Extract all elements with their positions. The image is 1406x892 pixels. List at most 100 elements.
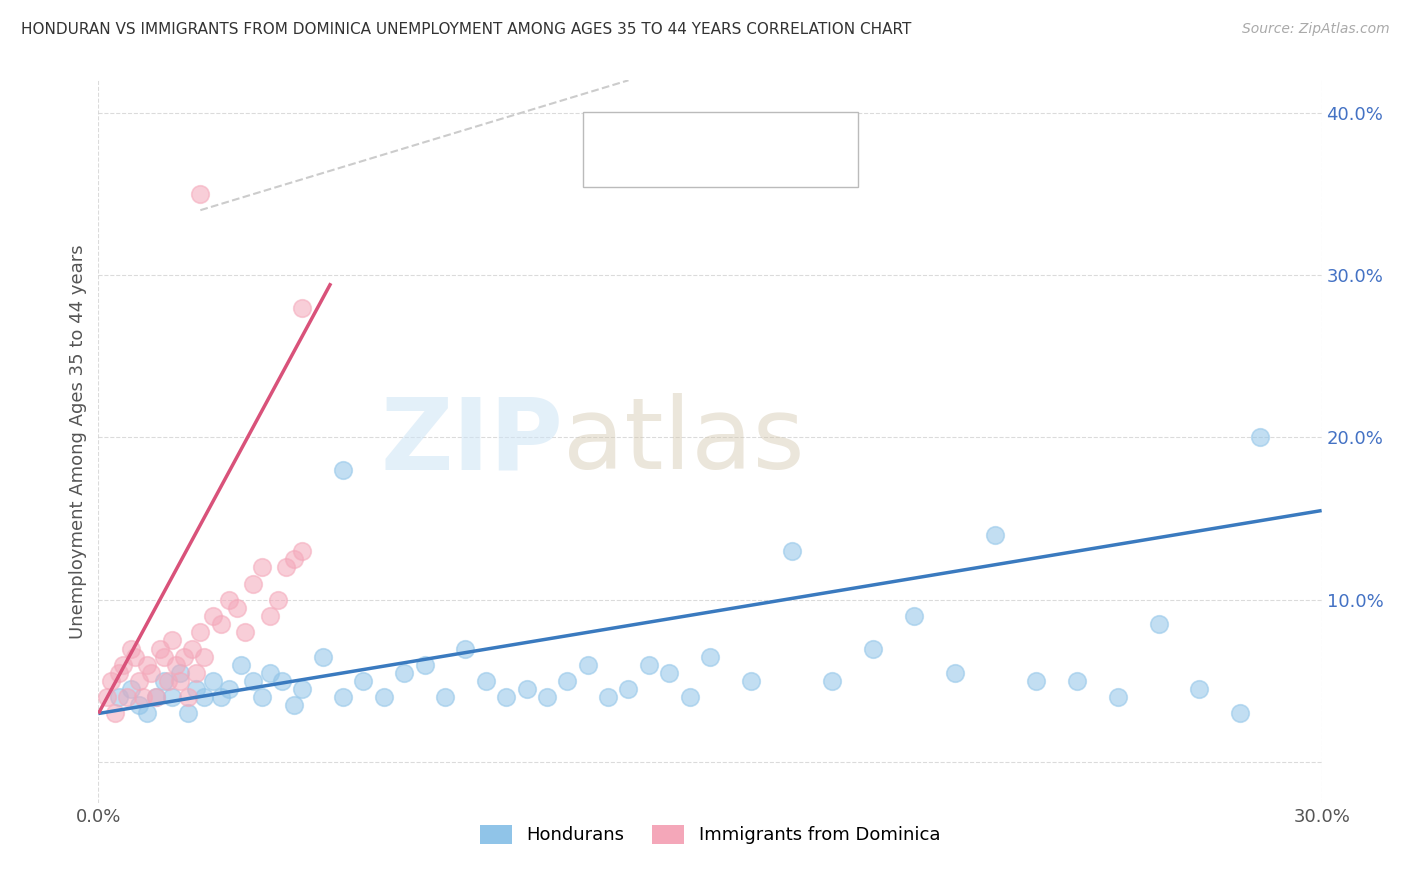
Point [259, 609, 281, 624]
Point [1066, 673, 1088, 688]
Point [173, 649, 195, 664]
Point [209, 617, 232, 632]
Point [186, 665, 208, 680]
Point [291, 544, 314, 558]
Text: R = 0.510   N = 56: R = 0.510 N = 56 [633, 121, 818, 141]
Point [312, 649, 335, 664]
Point [231, 657, 253, 672]
Point [242, 673, 264, 688]
Point [108, 690, 131, 705]
Point [332, 690, 354, 705]
Point [598, 690, 620, 705]
Point [201, 673, 224, 688]
Point [434, 690, 457, 705]
Point [128, 673, 150, 688]
Point [186, 682, 208, 697]
Point [984, 528, 1007, 542]
Legend: Hondurans, Immigrants from Dominica: Hondurans, Immigrants from Dominica [472, 818, 948, 852]
Point [943, 665, 966, 680]
Point [283, 698, 305, 713]
Point [274, 560, 297, 574]
Point [474, 673, 498, 688]
Text: ZIP: ZIP [381, 393, 564, 490]
Point [104, 706, 127, 721]
Point [495, 690, 517, 705]
Point [576, 657, 599, 672]
Point [136, 706, 159, 721]
Point [242, 576, 264, 591]
Point [250, 690, 273, 705]
Point [617, 682, 640, 697]
Point [679, 690, 702, 705]
Point [1025, 673, 1047, 688]
Text: R = 0.720   N = 39: R = 0.720 N = 39 [633, 155, 818, 175]
Point [903, 609, 925, 624]
Text: HONDURAN VS IMMIGRANTS FROM DOMINICA UNEMPLOYMENT AMONG AGES 35 TO 44 YEARS CORR: HONDURAN VS IMMIGRANTS FROM DOMINICA UNE… [21, 22, 911, 37]
Point [536, 690, 558, 705]
Point [165, 657, 187, 672]
Text: Source: ZipAtlas.com: Source: ZipAtlas.com [1241, 22, 1389, 37]
Point [637, 657, 661, 672]
Point [259, 665, 281, 680]
Point [145, 690, 167, 705]
Point [177, 706, 200, 721]
Point [218, 682, 240, 697]
Point [740, 673, 762, 688]
Point [181, 641, 204, 656]
Point [100, 673, 122, 688]
Point [111, 657, 134, 672]
Point [1249, 430, 1271, 444]
Point [152, 649, 174, 664]
Point [132, 690, 155, 705]
Point [96, 690, 118, 705]
Point [218, 592, 240, 607]
Point [193, 649, 215, 664]
Point [108, 665, 131, 680]
Point [177, 690, 200, 705]
Point [120, 682, 142, 697]
Point [193, 690, 215, 705]
Point [226, 601, 249, 615]
Point [209, 690, 232, 705]
Point [821, 673, 844, 688]
Point [233, 625, 256, 640]
Point [1147, 617, 1170, 632]
Point [169, 665, 191, 680]
Point [188, 625, 212, 640]
Point [454, 641, 477, 656]
Point [156, 673, 179, 688]
Point [188, 186, 212, 201]
Point [169, 673, 191, 688]
Point [862, 641, 884, 656]
Point [658, 665, 681, 680]
Point [1188, 682, 1211, 697]
Point [283, 552, 305, 566]
Point [152, 673, 174, 688]
Point [555, 673, 579, 688]
Point [267, 592, 290, 607]
Point [780, 544, 803, 558]
Point [141, 665, 163, 680]
Point [149, 641, 172, 656]
Point [392, 665, 416, 680]
Point [250, 560, 273, 574]
Point [115, 690, 138, 705]
Point [136, 657, 159, 672]
Point [352, 673, 374, 688]
Point [516, 682, 538, 697]
Point [270, 673, 294, 688]
Point [291, 301, 314, 315]
Point [1229, 706, 1251, 721]
Point [413, 657, 436, 672]
Point [124, 649, 146, 664]
Point [291, 682, 314, 697]
Point [160, 633, 183, 648]
Y-axis label: Unemployment Among Ages 35 to 44 years: Unemployment Among Ages 35 to 44 years [69, 244, 87, 639]
Point [332, 463, 354, 477]
Point [699, 649, 721, 664]
Point [201, 609, 224, 624]
Point [128, 698, 150, 713]
Point [373, 690, 395, 705]
Point [145, 690, 167, 705]
Point [1107, 690, 1129, 705]
